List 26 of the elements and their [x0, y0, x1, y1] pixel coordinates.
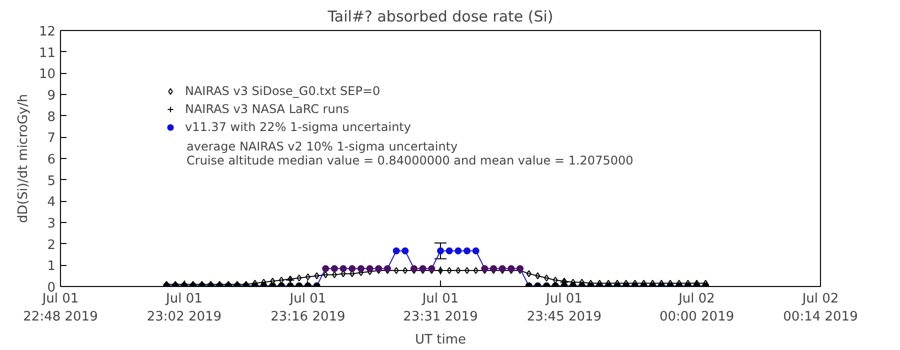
x-tick-label: Jul 02 00:00 2019	[659, 292, 734, 324]
x-tick-label: Jul 02 00:14 2019	[783, 292, 858, 324]
legend-label: v11.37 with 22% 1-sigma uncertainty	[185, 119, 411, 136]
y-tick-label: 1	[47, 259, 56, 274]
chart-title: Tail#? absorbed dose rate (Si)	[326, 8, 554, 26]
y-tick-label: 8	[47, 110, 56, 125]
x-tick-label: Jul 01 23:45 2019	[526, 292, 602, 324]
y-tick-label: 3	[47, 216, 56, 232]
legend-label: NAIRAS v3 SiDose_G0.txt SEP=0	[185, 83, 380, 100]
y-tick-label: 7	[47, 131, 56, 146]
annotation: average NAIRAS v2 10% 1-sigma uncertainty	[186, 140, 458, 154]
y-tick-label: 9	[47, 88, 56, 104]
legend-label: NAIRAS v3 NASA LaRC runs	[185, 101, 350, 118]
y-tick-label: 6	[47, 152, 56, 168]
y-tick-label: 4	[47, 195, 56, 210]
x-tick-label: Jul 01 23:02 2019	[146, 292, 222, 324]
y-tick-label: 12	[38, 24, 56, 40]
x-tick-label: Jul 01 23:31 2019	[403, 292, 478, 324]
y-tick-label: 5	[47, 174, 56, 189]
x-tick-label: Jul 01 23:16 2019	[270, 292, 346, 324]
annotation: Cruise altitude median value = 0.84000000 and mean value = 1.2075000	[186, 154, 634, 168]
y-axis-title: dD(Si)/dt microGy/h	[16, 94, 31, 223]
x-axis-title: UT time	[415, 332, 466, 348]
y-tick-label: 10	[38, 67, 56, 82]
y-tick-label: 11	[38, 46, 56, 61]
y-tick-label: 2	[47, 238, 56, 253]
